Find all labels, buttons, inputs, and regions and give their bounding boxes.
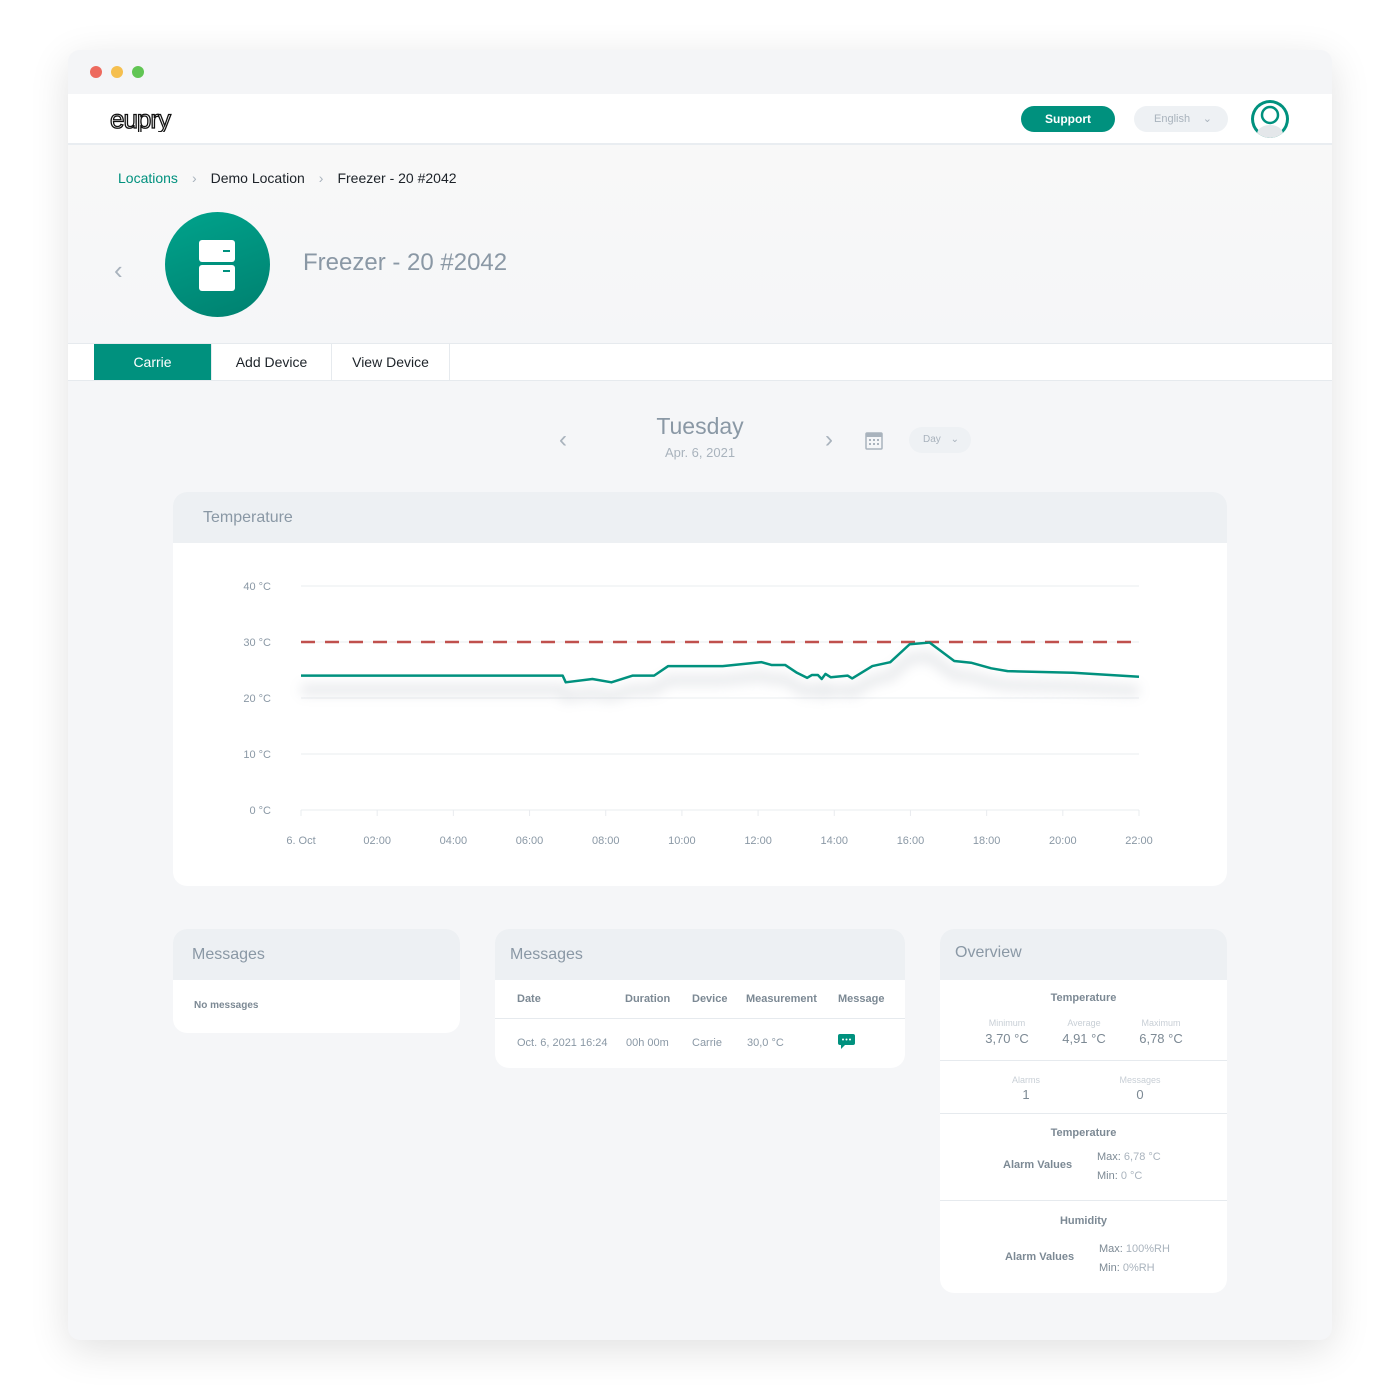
fridge-icon	[165, 212, 270, 317]
no-messages-text: No messages	[194, 1000, 259, 1011]
series-shadow	[301, 651, 1140, 702]
column-header-date: Date	[517, 993, 541, 1005]
next-day-icon[interactable]: ›	[825, 426, 833, 453]
chevron-down-icon: ⌄	[1202, 113, 1212, 125]
tab-view-device[interactable]: View Device	[332, 344, 450, 380]
maximum-label: Maximum	[1141, 1018, 1181, 1028]
overview-temp-title: Temperature	[1050, 992, 1117, 1004]
x-tick-label: 22:00	[1125, 835, 1153, 847]
temperature-series-line	[301, 641, 1140, 684]
table-divider	[495, 1018, 905, 1019]
overview-temperature-stats: Temperature Minimum 3,70 °C Average 4,91…	[940, 980, 1227, 1061]
temp-alarm-min: Min: 0 °C	[1097, 1170, 1143, 1182]
messages-table-card: Messages Date Duration Device Measuremen…	[495, 929, 905, 1068]
temperature-chart-card: Temperature 40 °C 30 °C 20 °C 10 °C 0 °C 6. O…	[173, 492, 1227, 886]
overview-humidity-alarm: Humidity Alarm Values Max: 100%RH Min: 0…	[940, 1201, 1227, 1293]
device-tabs: Carrie Add Device View Device	[68, 343, 1332, 381]
x-tick-label: 10:00	[668, 835, 696, 847]
minimum-label: Minimum	[988, 1018, 1026, 1028]
x-tick-label: 06:00	[516, 835, 544, 847]
x-tick-label: 08:00	[592, 835, 620, 847]
support-button[interactable]: Support	[1021, 106, 1115, 132]
humidity-alarm-max: Max: 100%RH	[1099, 1243, 1170, 1255]
humidity-alarm-label: Alarm Values	[1005, 1251, 1075, 1263]
svg-text:eupry: eupry	[110, 108, 171, 132]
y-tick-label: 0 °C	[249, 805, 271, 817]
app-window: eupry Support English ⌄ Locations › Demo…	[68, 50, 1332, 1340]
x-tick-label: 18:00	[973, 835, 1001, 847]
x-tick-label: 16:00	[897, 835, 925, 847]
date-value: Apr. 6, 2021	[664, 445, 736, 460]
minimize-window-button[interactable]	[111, 66, 123, 78]
x-tick-label: 14:00	[821, 835, 849, 847]
messages-summary-title: Messages	[173, 929, 460, 980]
column-header-device: Device	[692, 993, 728, 1005]
calendar-icon[interactable]	[865, 430, 883, 455]
x-tick-label: 02:00	[363, 835, 391, 847]
chevron-right-icon: ›	[318, 170, 324, 186]
x-tick-label: 12:00	[744, 835, 772, 847]
maximize-window-button[interactable]	[132, 66, 144, 78]
chevron-down-icon: ⌄	[950, 434, 959, 445]
alarms-label: Alarms	[1011, 1075, 1040, 1085]
row-date: Oct. 6, 2021 16:24	[517, 1037, 608, 1049]
y-tick-label: 10 °C	[243, 749, 271, 761]
top-header: eupry Support English ⌄	[68, 94, 1332, 145]
period-value: Day	[923, 434, 941, 445]
tab-add-device[interactable]: Add Device	[212, 344, 332, 380]
temp-alarm-max: Max: 6,78 °C	[1097, 1151, 1161, 1163]
column-header-measurement: Measurement	[746, 993, 817, 1005]
chat-bubble-icon[interactable]	[838, 1034, 856, 1055]
humidity-alarm-title: Humidity	[1059, 1215, 1108, 1227]
period-select[interactable]: Day ⌄	[909, 427, 971, 453]
x-tick-label: 20:00	[1049, 835, 1077, 847]
overview-counts: Alarms 1 Messages 0	[940, 1061, 1227, 1114]
humidity-alarm-min: Min: 0%RH	[1099, 1262, 1155, 1274]
messages-count: 0	[1136, 1087, 1144, 1102]
x-tick-label: 04:00	[440, 835, 468, 847]
row-device: Carrie	[692, 1037, 722, 1049]
breadcrumb-current: Freezer - 20 #2042	[337, 170, 457, 186]
breadcrumb-locations[interactable]: Locations	[118, 170, 178, 186]
messages-summary-card: Messages No messages	[173, 929, 460, 1033]
user-avatar-icon[interactable]	[1251, 100, 1289, 138]
eupry-logo[interactable]: eupry	[109, 103, 194, 137]
maximum-value: 6,78 °C	[1139, 1031, 1183, 1046]
breadcrumb-demo-location[interactable]: Demo Location	[210, 170, 305, 186]
y-tick-label: 30 °C	[243, 637, 271, 649]
temp-alarm-title: Temperature	[1050, 1127, 1117, 1139]
date-day: Tuesday	[656, 413, 744, 439]
tab-carrie[interactable]: Carrie	[94, 344, 212, 380]
alarms-count: 1	[1022, 1087, 1030, 1102]
title-bar	[68, 50, 1332, 94]
close-window-button[interactable]	[90, 66, 102, 78]
back-chevron-icon[interactable]: ‹	[114, 255, 123, 285]
overview-title: Overview	[940, 929, 1227, 980]
y-tick-label: 40 °C	[243, 581, 271, 593]
page-title: Freezer - 20 #2042	[303, 249, 508, 276]
language-value: English	[1154, 113, 1191, 125]
chevron-right-icon: ›	[191, 170, 197, 186]
row-duration: 00h 00m	[626, 1037, 669, 1049]
breadcrumb: Locations › Demo Location › Freezer - 20…	[118, 170, 471, 186]
column-header-message: Message	[838, 993, 885, 1005]
row-measurement: 30,0 °C	[747, 1037, 784, 1049]
x-tick-label: 6. Oct	[286, 835, 315, 847]
y-tick-label: 20 °C	[243, 693, 271, 705]
chart-card-title: Temperature	[173, 492, 1227, 543]
temperature-chart: 40 °C 30 °C 20 °C 10 °C 0 °C 6. Oct 02:00 04:00…	[243, 581, 1153, 847]
messages-label: Messages	[1119, 1075, 1161, 1085]
device-hero: Locations › Demo Location › Freezer - 20…	[68, 145, 1332, 343]
overview-temp-alarm: Temperature Alarm Values Max: 6,78 °C Mi…	[940, 1114, 1227, 1201]
temp-alarm-label: Alarm Values	[1003, 1159, 1073, 1171]
column-header-duration: Duration	[625, 993, 671, 1005]
average-label: Average	[1067, 1018, 1101, 1028]
previous-day-icon[interactable]: ‹	[559, 426, 567, 453]
messages-table-title: Messages	[495, 929, 905, 980]
average-value: 4,91 °C	[1062, 1031, 1106, 1046]
minimum-value: 3,70 °C	[985, 1031, 1029, 1046]
overview-card: Overview Temperature Minimum 3,70 °C Ave…	[940, 929, 1227, 1293]
language-select[interactable]: English ⌄	[1134, 106, 1228, 132]
